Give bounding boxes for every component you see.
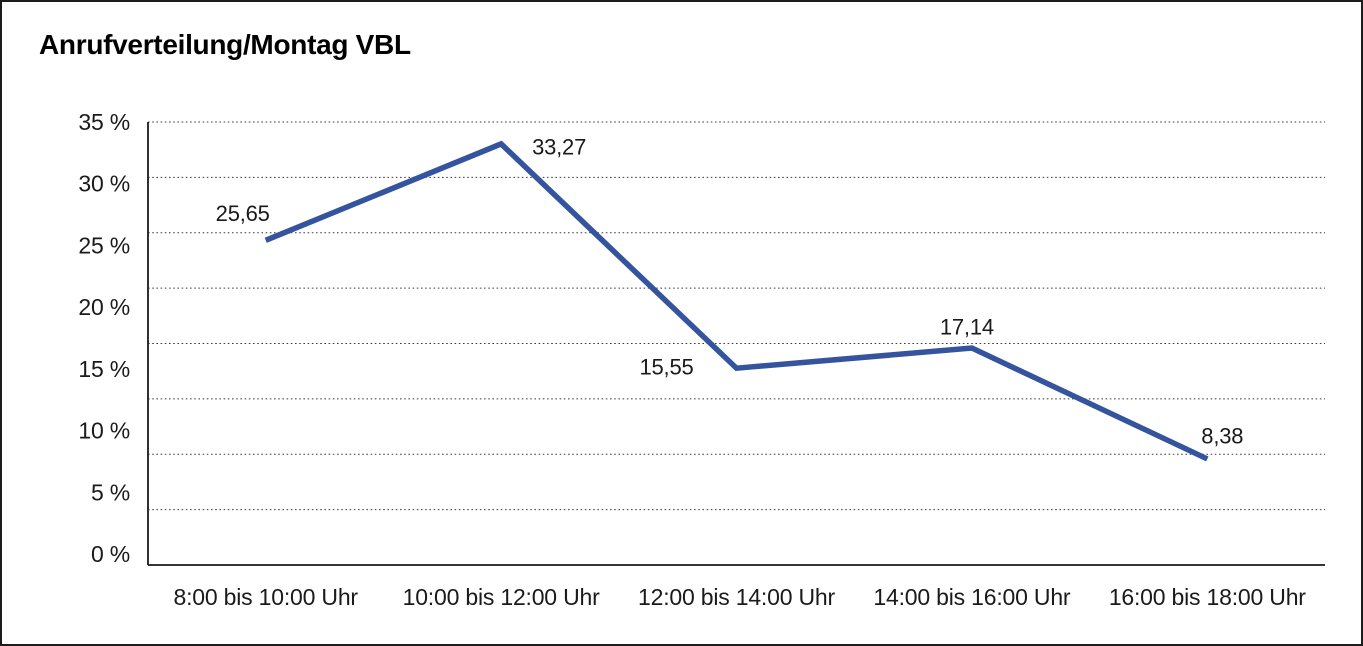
data-point-label: 33,27 [532, 134, 586, 159]
y-tick-label: 20 % [78, 294, 130, 320]
x-tick-label: 12:00 bis 14:00 Uhr [638, 584, 835, 610]
y-tick-label: 25 % [78, 232, 130, 258]
y-tick-label: 0 % [91, 541, 130, 567]
y-tick-label: 15 % [78, 356, 130, 382]
data-point-label: 8,38 [1201, 423, 1243, 448]
y-tick-label: 35 % [78, 109, 130, 135]
data-point-label: 25,65 [216, 201, 270, 226]
x-tick-label: 14:00 bis 16:00 Uhr [873, 584, 1070, 610]
x-tick-label: 16:00 bis 18:00 Uhr [1109, 584, 1306, 610]
data-line [264, 140, 1209, 462]
y-tick-label: 5 % [91, 479, 130, 505]
data-point-label: 15,55 [639, 355, 693, 380]
x-tick-label: 10:00 bis 12:00 Uhr [403, 584, 600, 610]
y-tick-label: 30 % [78, 171, 130, 197]
y-tick-label: 10 % [78, 418, 130, 444]
chart-title: Anrufverteilung/Montag VBL [39, 29, 411, 60]
x-tick-label: 8:00 bis 10:00 Uhr [174, 584, 359, 610]
data-point-label: 17,14 [940, 315, 994, 340]
